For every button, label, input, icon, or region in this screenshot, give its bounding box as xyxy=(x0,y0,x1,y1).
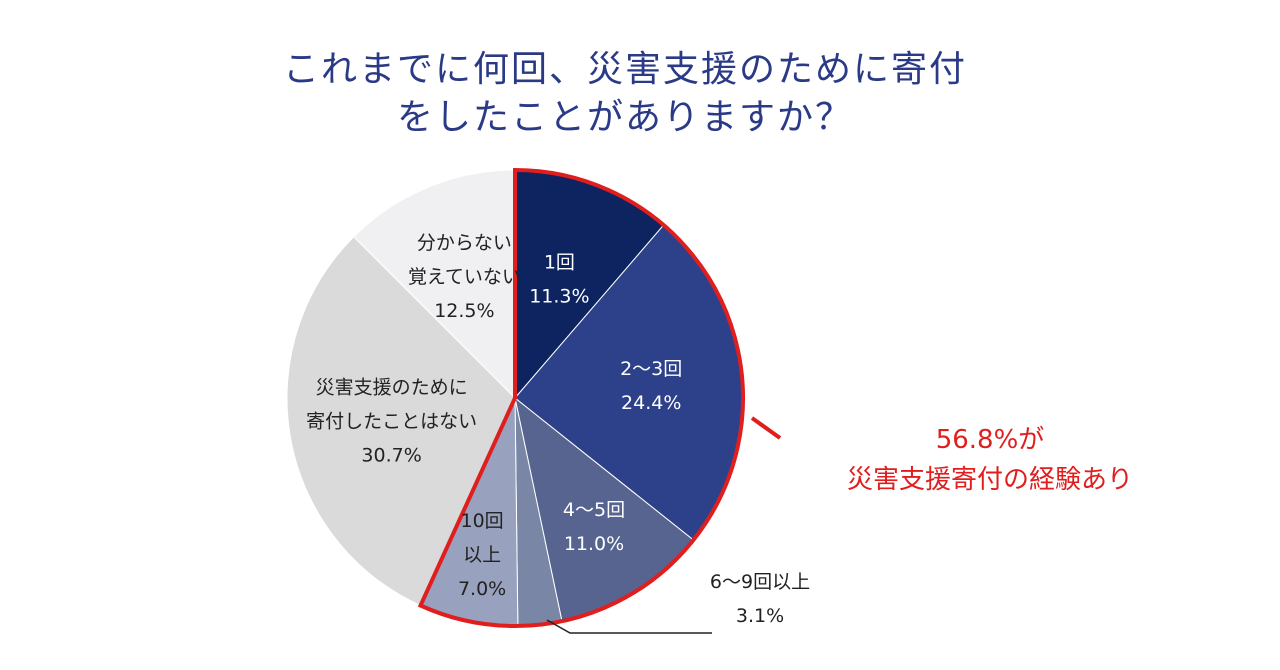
slice-category-label: 分からない xyxy=(417,232,512,254)
chart-title-line-2: をしたことがありますか？ xyxy=(396,97,853,138)
slice-value-label: 12.5% xyxy=(434,300,494,322)
slice-category-label: 以上 xyxy=(463,544,501,566)
slice-category-label: 1回 xyxy=(544,251,575,273)
slice-value-label: 24.4% xyxy=(621,392,681,414)
highlight-callout: 56.8%が 災害支援寄付の経験あり xyxy=(760,420,1220,500)
highlight-caption: 災害支援寄付の経験あり xyxy=(846,465,1133,495)
slice-value-label: 30.7% xyxy=(361,444,421,466)
slice-value-label: 11.0% xyxy=(564,533,624,555)
highlight-outline xyxy=(417,167,745,628)
slice-category-label: 災害支援のために xyxy=(316,376,468,398)
pie-slice-7 xyxy=(353,169,516,400)
slice-category-label: 4〜5回 xyxy=(563,499,625,521)
leader-line xyxy=(546,619,712,634)
slice-category-label: 6〜9回以上 xyxy=(710,571,810,593)
highlight-total: 56.8%が xyxy=(935,425,1045,455)
slice-value-label: 3.1% xyxy=(736,605,784,627)
slice-value-label: 7.0% xyxy=(458,578,506,600)
slice-category-label: 2〜3回 xyxy=(620,358,682,380)
slice-category-label: 覚えていない xyxy=(408,266,521,288)
chart-title-line-1: これまでに何回、災害支援のために寄付 xyxy=(282,49,967,90)
pie-slice-6 xyxy=(286,236,516,607)
highlight-pointer xyxy=(750,416,782,440)
slice-value-label: 11.3% xyxy=(529,285,589,307)
slice-category-label: 寄付したことはない xyxy=(306,410,477,432)
slice-category-label: 10回 xyxy=(461,510,504,532)
